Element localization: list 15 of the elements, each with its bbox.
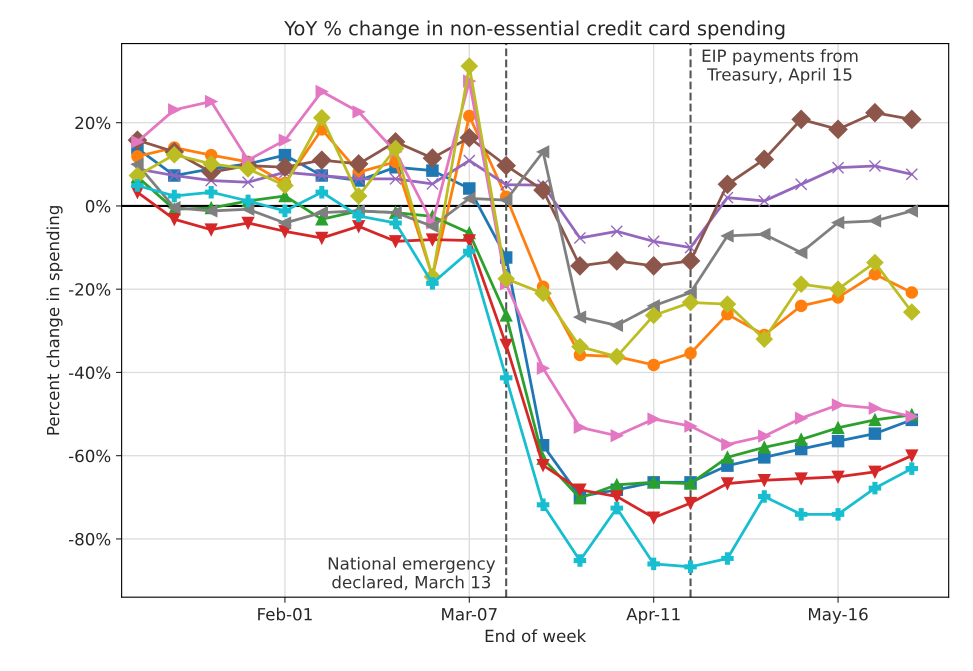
y-axis-title: Percent change in spending [46, 206, 63, 435]
y-tick-label: -60% [68, 450, 110, 462]
y-tick-label: 20% [75, 116, 110, 130]
x-tick-label: May-16 [808, 608, 868, 624]
x-axis-title: End of week [486, 629, 586, 642]
ref-line-label: National emergency declared, March 13 [328, 556, 496, 590]
x-tick-label: Mar-07 [442, 608, 497, 621]
y-tick-label: -40% [68, 366, 110, 379]
y-tick-label: 0% [86, 200, 110, 213]
y-tick-label: -80% [68, 532, 110, 546]
chart-title: YoY % change in non-essential credit card spending [284, 20, 784, 40]
x-tick-label: Apr-11 [626, 608, 680, 624]
x-tick-label: Feb-01 [258, 608, 312, 621]
ref-line-label: EIP payments from Treasury, April 15 [702, 49, 858, 84]
y-tick-label: -20% [68, 283, 110, 296]
